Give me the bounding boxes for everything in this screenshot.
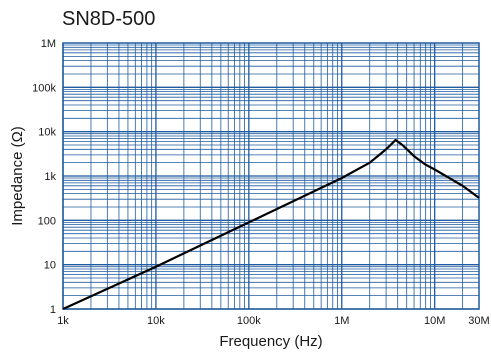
impedance-series-line	[62, 138, 480, 311]
y-axis-label: Impedance (Ω)	[9, 126, 26, 226]
x-axis-label: Frequency (Hz)	[219, 333, 322, 350]
y-tick-label: 100k	[32, 82, 56, 94]
x-tick-label: 1M	[334, 315, 349, 327]
x-tick-label: 10M	[424, 315, 445, 327]
y-tick-label: 10	[44, 260, 56, 272]
x-tick-label: 1k	[57, 315, 69, 327]
y-tick-label: 1	[50, 304, 56, 316]
y-tick-label: 1k	[44, 171, 56, 183]
y-tick-label: 100	[38, 215, 56, 227]
y-tick-label: 1M	[41, 38, 56, 50]
y-tick-label: 10k	[38, 127, 56, 139]
plot-frame	[62, 42, 480, 310]
x-tick-label: 30M	[468, 315, 489, 327]
chart-title: SN8D-500	[62, 8, 156, 30]
x-tick-label: 100k	[237, 315, 261, 327]
x-tick-label: 10k	[147, 315, 165, 327]
